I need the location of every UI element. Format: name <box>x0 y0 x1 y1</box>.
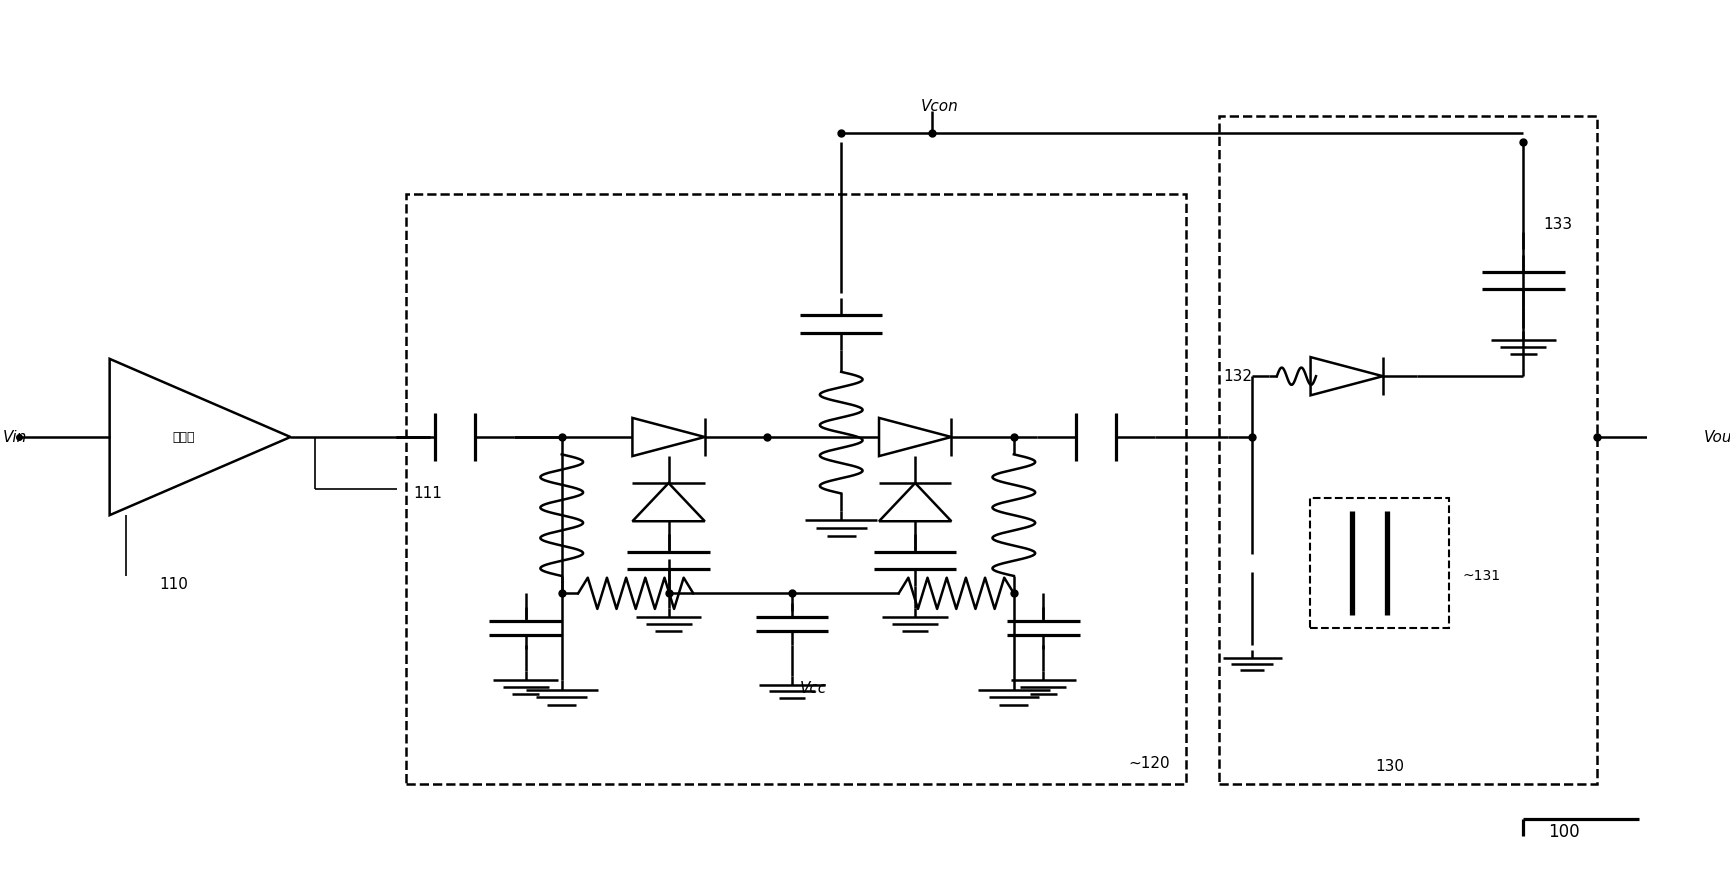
Text: Vin: Vin <box>3 429 28 445</box>
Text: ~120: ~120 <box>1128 756 1169 772</box>
Text: Vout: Vout <box>1704 429 1730 445</box>
Text: 133: 133 <box>1543 217 1571 232</box>
Bar <box>1218 115 1597 784</box>
Text: 放大器: 放大器 <box>173 431 195 443</box>
Text: 110: 110 <box>159 577 189 593</box>
Text: 100: 100 <box>1547 823 1579 841</box>
Text: Vcc: Vcc <box>799 682 827 697</box>
Bar <box>1310 498 1448 628</box>
Text: ~131: ~131 <box>1462 569 1500 583</box>
Text: 111: 111 <box>413 486 443 501</box>
Text: 132: 132 <box>1223 369 1251 384</box>
Text: Vcon: Vcon <box>920 100 958 114</box>
Text: 130: 130 <box>1374 759 1403 774</box>
Bar <box>405 194 1185 784</box>
